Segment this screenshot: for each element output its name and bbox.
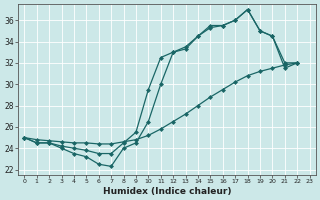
X-axis label: Humidex (Indice chaleur): Humidex (Indice chaleur) bbox=[103, 187, 231, 196]
